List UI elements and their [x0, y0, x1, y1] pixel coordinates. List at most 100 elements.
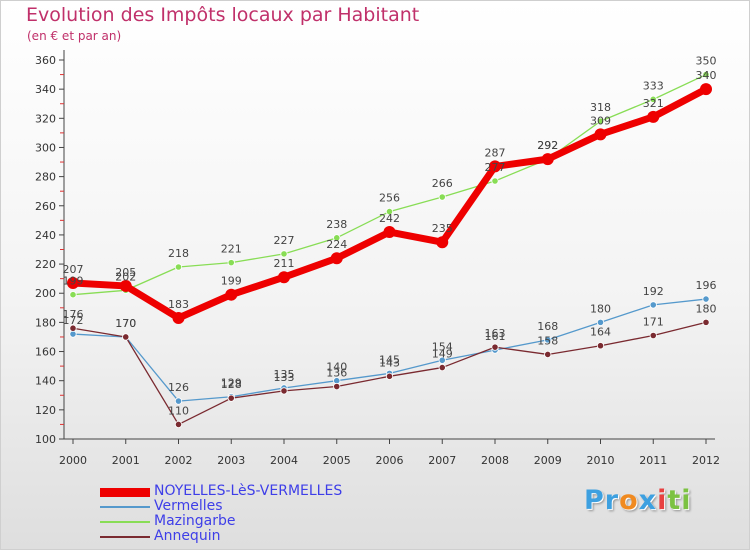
data-label: 126 [168, 381, 189, 394]
data-label: 205 [115, 266, 136, 279]
data-label: 227 [274, 234, 295, 247]
data-point [280, 387, 288, 395]
data-point [544, 350, 552, 359]
data-label: 164 [590, 326, 611, 339]
data-label: 202 [115, 270, 136, 283]
x-tick-label: 2000 [59, 454, 87, 467]
x-tick-label: 2009 [534, 454, 562, 467]
data-label: 333 [643, 79, 664, 92]
legend-swatch [100, 521, 150, 523]
data-label: 176 [63, 308, 84, 321]
data-label: 168 [537, 320, 558, 333]
data-label: 196 [696, 279, 717, 292]
legend-swatch [100, 506, 150, 508]
data-label: 183 [168, 298, 189, 311]
logo-letter: x [638, 485, 658, 516]
data-label: 158 [537, 334, 558, 347]
x-tick-label: 2010 [587, 454, 615, 467]
y-tick-label: 140 [35, 375, 56, 388]
data-point [119, 279, 132, 292]
data-point [649, 331, 657, 340]
data-label: 277 [485, 161, 506, 174]
chart-legend: NOYELLES-LèS-VERMELLES Vermelles Mazingarb… [100, 483, 420, 545]
data-point [491, 177, 499, 185]
data-label: 149 [432, 348, 453, 361]
data-point [489, 160, 501, 173]
data-label: 170 [115, 317, 136, 330]
data-label: 143 [379, 356, 400, 369]
y-tick-label: 300 [35, 141, 56, 154]
data-label: 321 [643, 97, 664, 110]
data-point [649, 301, 657, 309]
data-label: 133 [274, 371, 295, 384]
data-point [280, 250, 288, 258]
data-point [541, 153, 554, 166]
data-point [702, 70, 710, 79]
y-tick-label: 340 [35, 83, 56, 96]
data-point [67, 277, 79, 290]
data-point [647, 110, 660, 123]
data-point [69, 291, 77, 299]
data-label: 242 [379, 212, 400, 225]
legend-entry: NOYELLES-LèS-VERMELLES [100, 483, 420, 500]
data-point [225, 288, 238, 301]
data-label: 140 [326, 361, 347, 374]
data-point [700, 83, 712, 96]
y-tick-label: 160 [35, 346, 56, 359]
y-tick-label: 220 [35, 258, 56, 271]
x-tick-label: 2005 [323, 454, 351, 467]
data-label: 136 [326, 367, 347, 380]
y-tick-label: 100 [35, 433, 56, 446]
data-point [122, 333, 130, 341]
data-label: 287 [485, 146, 506, 159]
y-tick-label: 120 [35, 404, 56, 417]
data-point [544, 336, 552, 344]
data-label: 180 [590, 302, 611, 315]
chart-subtitle: (en € et par an) [27, 29, 122, 43]
data-point [702, 295, 710, 303]
data-point [69, 324, 77, 332]
y-tick-label: 200 [35, 287, 56, 300]
legend-label: Vermelles [154, 498, 223, 514]
x-tick-label: 2008 [481, 454, 509, 467]
data-label: 172 [63, 314, 84, 327]
data-point [438, 356, 446, 364]
legend-entry: Mazingarbe [100, 513, 420, 530]
data-point [278, 271, 290, 284]
x-tick-label: 2011 [639, 454, 667, 467]
y-tick-label: 360 [35, 54, 56, 67]
data-label: 266 [432, 177, 453, 190]
data-label: 350 [696, 55, 717, 68]
data-point [438, 363, 446, 372]
legend-swatch [100, 536, 150, 538]
x-tick-label: 2004 [270, 454, 298, 467]
data-label: 211 [274, 257, 295, 270]
data-point [227, 259, 235, 267]
data-point [491, 343, 499, 351]
data-label: 154 [432, 340, 453, 353]
data-point [172, 312, 185, 325]
data-label: 309 [590, 114, 611, 127]
data-point [333, 234, 341, 242]
data-label: 292 [537, 139, 558, 152]
y-tick-label: 280 [35, 171, 56, 184]
y-tick-label: 320 [35, 112, 56, 125]
data-label: 110 [168, 404, 189, 417]
x-tick-label: 2012 [692, 454, 720, 467]
data-point [649, 95, 657, 103]
data-label: 221 [221, 243, 242, 256]
y-tick-label: 260 [35, 200, 56, 213]
data-point [174, 263, 183, 271]
data-label: 207 [63, 263, 84, 276]
x-tick-label: 2006 [376, 454, 404, 467]
data-point [596, 318, 605, 326]
data-point [383, 226, 396, 239]
data-label: 192 [643, 285, 664, 298]
data-point [438, 193, 446, 201]
data-point [385, 372, 394, 380]
logo-letter: Pr [584, 485, 620, 516]
data-label: 135 [274, 368, 295, 381]
data-label: 238 [326, 218, 347, 231]
x-tick-label: 2007 [428, 454, 456, 467]
